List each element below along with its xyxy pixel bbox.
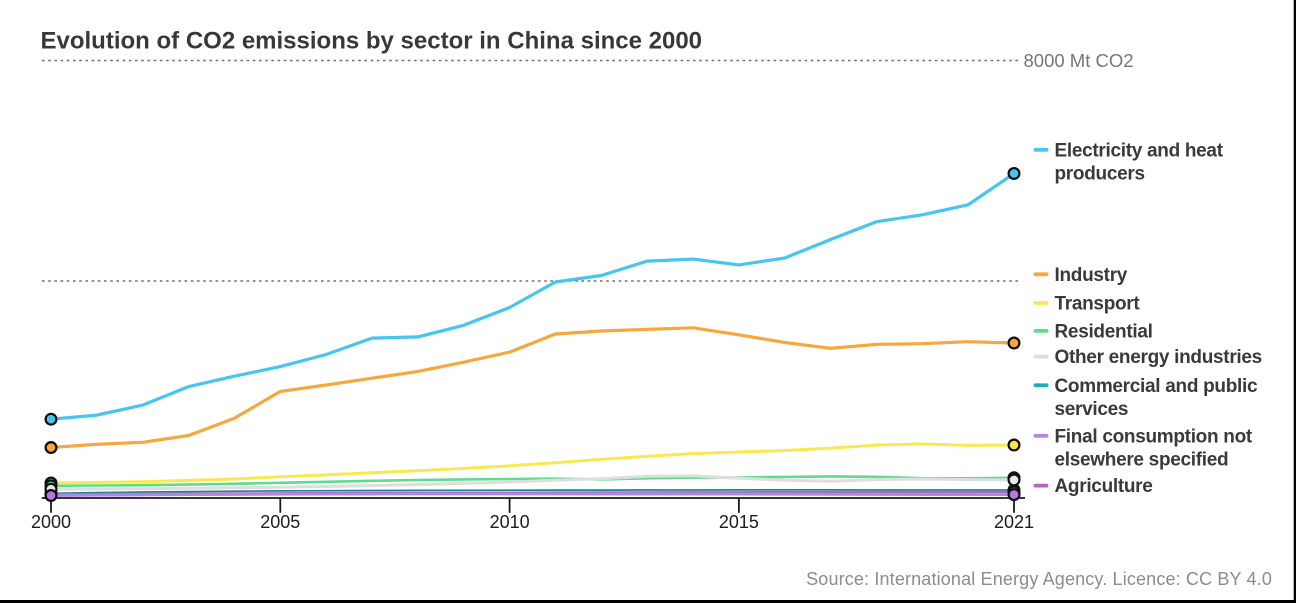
svg-text:Electricity and heat: Electricity and heat [1055,140,1224,161]
svg-text:Evolution of CO2 emissions by: Evolution of CO2 emissions by sector in … [41,28,703,55]
svg-text:Agriculture: Agriculture [1055,476,1153,497]
svg-text:Transport: Transport [1055,294,1141,315]
svg-text:Industry: Industry [1055,265,1128,286]
svg-text:2015: 2015 [719,512,759,532]
svg-text:8000 Mt CO2: 8000 Mt CO2 [1024,50,1134,71]
svg-text:Commercial and public: Commercial and public [1055,376,1258,397]
svg-text:services: services [1055,399,1129,420]
svg-text:2000: 2000 [31,512,71,532]
svg-text:2010: 2010 [490,512,530,532]
svg-text:producers: producers [1055,164,1145,185]
svg-text:Other energy industries: Other energy industries [1055,347,1262,368]
svg-text:Final consumption not: Final consumption not [1055,426,1253,447]
svg-text:2021: 2021 [994,512,1034,532]
svg-text:Source: International Energy A: Source: International Energy Agency. Lic… [806,569,1272,589]
svg-text:elsewhere specified: elsewhere specified [1055,450,1229,471]
svg-text:2005: 2005 [260,512,300,532]
svg-text:Residential: Residential [1055,322,1153,343]
